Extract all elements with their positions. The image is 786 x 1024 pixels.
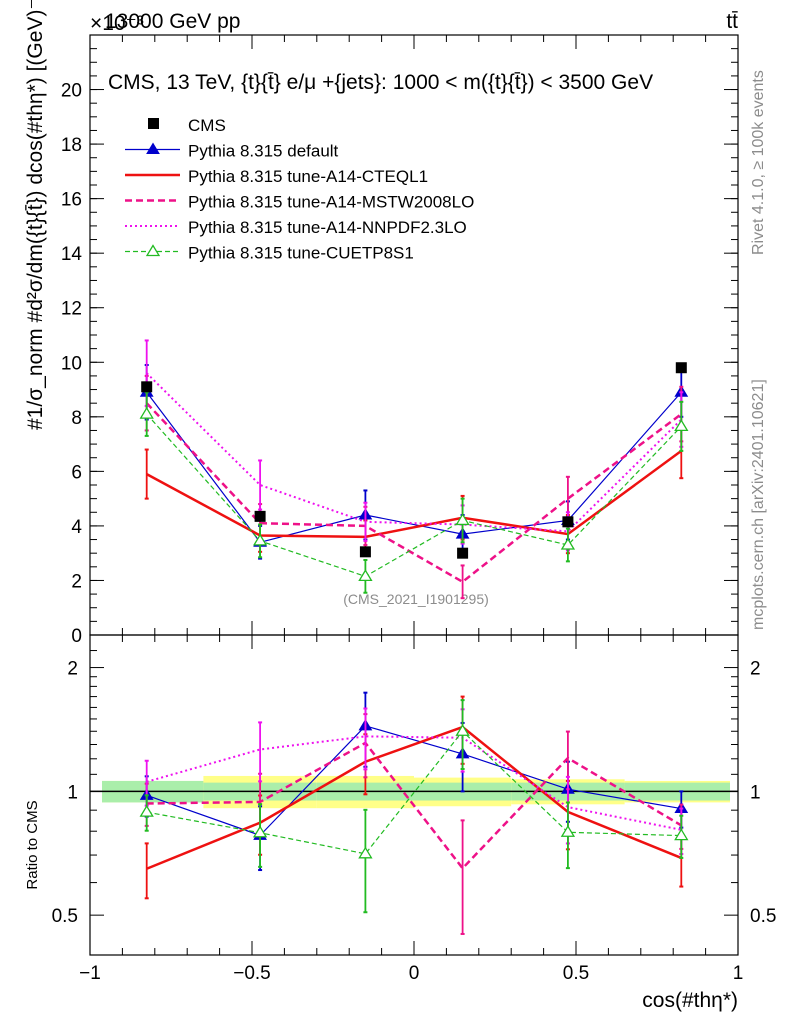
series-4-point <box>139 406 154 419</box>
y-tick-label: 8 <box>71 408 82 429</box>
series-0-line <box>146 391 682 543</box>
legend-label-1: Pythia 8.315 tune-A14-CTEQL1 <box>188 167 428 186</box>
y-tick-label: 10 <box>61 353 82 374</box>
legend-label-2: Pythia 8.315 tune-A14-MSTW2008LO <box>188 193 474 212</box>
ratio-tick-label-right: 1 <box>750 782 761 803</box>
x-axis-label: cos(#thη*) <box>642 989 738 1012</box>
ratio-tick-label-right: 2 <box>750 659 761 680</box>
series-4-point <box>455 513 470 526</box>
series-4-ratio-point <box>560 825 576 837</box>
series-4-ratio-point <box>358 846 373 859</box>
legend-label-4: Pythia 8.315 tune-CUETP8S1 <box>188 244 414 263</box>
legend-cms-marker <box>148 118 159 129</box>
main-series <box>139 339 689 600</box>
series-0-ratio-line <box>146 725 682 837</box>
series-4-point <box>674 419 689 432</box>
ratio-tick-label-right: 0.5 <box>750 906 776 927</box>
y-tick-label: 12 <box>61 299 82 320</box>
series-4-line <box>146 413 682 578</box>
series-4-point <box>252 533 268 546</box>
cms-data-point <box>141 381 153 393</box>
y-tick-label: 6 <box>71 462 82 483</box>
series-4-ratio-point <box>139 804 154 817</box>
ratio-y-label: Ratio to CMS <box>24 800 41 889</box>
energy-label: 13000 GeV pp <box>105 10 240 33</box>
x-tick-label: 1 <box>733 963 744 984</box>
series-4-ratio-point <box>455 723 470 736</box>
y-axis-label-text: #1/σ_norm #d²σ/dm({t}{t̄}) dcos(#thη*) [… <box>24 0 47 430</box>
y-tick-label: 18 <box>61 135 82 156</box>
legend-label-3: Pythia 8.315 tune-A14-NNPDF2.3LO <box>188 218 467 237</box>
cms-data-point <box>675 362 687 374</box>
y-tick-label: 4 <box>71 517 82 538</box>
series-4-ratio-point <box>252 825 268 838</box>
legend-marker-4 <box>145 244 161 257</box>
chart-title: CMS, 13 TeV, {t}{t̄} e/μ +{jets}: 1000 <… <box>108 71 653 94</box>
legend: CMS Pythia 8.315 default Pythia 8.315 tune… <box>125 116 474 263</box>
series-3-line <box>145 372 683 533</box>
legend-label-0: Pythia 8.315 default <box>188 142 339 161</box>
y-tick-label: 2 <box>71 571 82 592</box>
ratio-tick-label-left: 1 <box>67 782 78 803</box>
series-1-line <box>146 449 683 539</box>
process-label: tt̄ <box>726 10 738 33</box>
ratio-tick-label-left: 2 <box>67 659 78 680</box>
y-tick-label: 14 <box>61 244 83 265</box>
y-axis-label: #1/σ_norm #d²σ/dm({t}{t̄}) dcos(#thη*) [… <box>24 0 47 430</box>
x-tick-label: 0.5 <box>563 963 589 984</box>
x-tick-label: −0.5 <box>233 963 271 984</box>
x-tick-label: −1 <box>79 963 101 984</box>
series-4-point <box>358 569 373 582</box>
cms-data-point <box>359 546 371 558</box>
cms-data-point <box>562 516 574 528</box>
ratio-uncertainty-band <box>90 775 738 809</box>
legend-marker-0 <box>146 142 160 154</box>
series-4-ratio-line <box>146 730 682 855</box>
series-1-ratio-line <box>146 725 682 870</box>
analysis-watermark: (CMS_2021_I1901295) <box>343 591 489 607</box>
y-tick-label: 20 <box>61 81 82 102</box>
mcplots-label: mcplots.cern.ch [arXiv:2401.10621] <box>750 379 767 630</box>
y-tick-label: 0 <box>71 626 82 647</box>
x-tick-label: 0 <box>409 963 420 984</box>
cms-data-point <box>254 510 266 522</box>
rivet-label: Rivet 4.1.0, ≥ 100k events <box>750 70 767 255</box>
series-2-ratio-line <box>146 741 682 871</box>
series-3-ratio-line <box>146 735 682 831</box>
series-4-ratio-point <box>674 828 689 841</box>
series-4-point <box>560 537 576 550</box>
ratio-series <box>139 691 689 935</box>
cms-data-point <box>457 547 469 559</box>
legend-cms-label: CMS <box>188 116 226 135</box>
exponent-label: ×10⁻³ <box>90 12 144 35</box>
series-2-line <box>145 402 683 584</box>
y-tick-label: 16 <box>61 190 82 211</box>
ratio-tick-label-left: 0.5 <box>52 906 78 927</box>
